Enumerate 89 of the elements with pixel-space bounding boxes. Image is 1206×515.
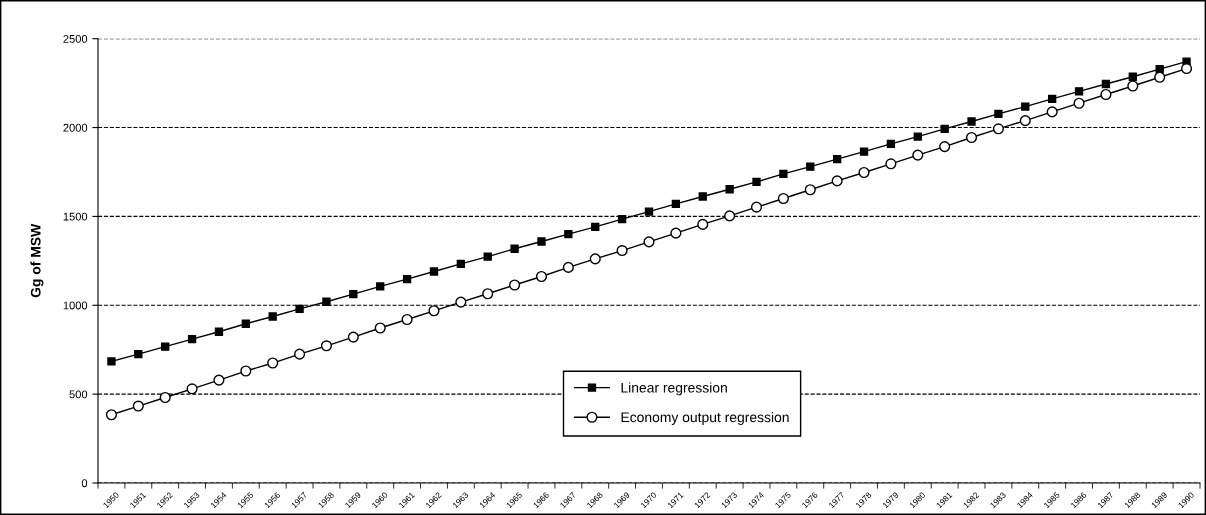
point bbox=[107, 357, 116, 366]
point bbox=[885, 158, 897, 170]
point bbox=[1021, 102, 1030, 111]
point bbox=[643, 236, 655, 248]
point bbox=[295, 304, 304, 314]
point bbox=[698, 192, 707, 201]
point bbox=[240, 365, 252, 377]
y-tick-label: 2000 bbox=[63, 123, 88, 132]
point bbox=[617, 214, 627, 224]
y-tick-label: 1000 bbox=[63, 301, 88, 310]
point bbox=[482, 288, 494, 300]
point bbox=[241, 319, 250, 328]
point bbox=[858, 166, 870, 179]
point bbox=[1154, 71, 1166, 83]
point bbox=[1100, 88, 1112, 101]
point bbox=[159, 391, 171, 404]
point bbox=[992, 123, 1004, 135]
point bbox=[374, 322, 386, 334]
point bbox=[1101, 79, 1111, 89]
point bbox=[214, 327, 224, 336]
y-tick-label: 500 bbox=[69, 390, 88, 399]
point bbox=[886, 139, 896, 149]
point bbox=[402, 274, 412, 284]
point bbox=[806, 162, 815, 171]
point bbox=[670, 227, 682, 239]
point bbox=[589, 253, 601, 265]
point bbox=[725, 185, 734, 194]
point bbox=[912, 149, 924, 161]
legend-label: Economy output regression bbox=[621, 412, 789, 425]
point bbox=[267, 357, 279, 369]
point bbox=[644, 207, 654, 216]
point bbox=[429, 267, 439, 276]
point bbox=[1019, 115, 1031, 127]
point bbox=[939, 141, 951, 153]
point bbox=[1127, 80, 1139, 92]
point bbox=[752, 177, 761, 187]
point bbox=[965, 131, 978, 144]
y-tick-label: 2500 bbox=[63, 34, 88, 43]
point bbox=[509, 279, 521, 291]
point bbox=[349, 289, 358, 299]
point bbox=[376, 282, 385, 291]
point bbox=[134, 349, 143, 359]
point bbox=[777, 192, 789, 205]
point bbox=[1128, 72, 1137, 81]
point bbox=[779, 169, 788, 179]
point bbox=[562, 261, 574, 273]
point bbox=[832, 155, 842, 164]
point bbox=[483, 252, 492, 261]
point bbox=[347, 331, 359, 343]
point bbox=[591, 222, 600, 232]
point bbox=[105, 409, 117, 421]
point bbox=[268, 312, 277, 321]
point bbox=[428, 305, 440, 317]
y-tick-label: 1500 bbox=[63, 212, 88, 221]
point bbox=[187, 334, 197, 344]
point bbox=[455, 296, 467, 308]
point bbox=[1181, 63, 1193, 75]
point bbox=[697, 218, 709, 230]
point bbox=[804, 184, 816, 196]
point bbox=[1046, 106, 1058, 118]
point bbox=[994, 109, 1003, 119]
point bbox=[1074, 87, 1084, 96]
point bbox=[322, 297, 331, 306]
point bbox=[132, 400, 144, 412]
point bbox=[967, 117, 976, 126]
y-axis-title: Gg of MSW bbox=[30, 223, 44, 298]
point bbox=[1073, 97, 1085, 109]
point bbox=[401, 313, 413, 326]
point bbox=[671, 199, 681, 208]
point bbox=[510, 244, 519, 253]
point bbox=[320, 340, 333, 352]
point bbox=[831, 175, 843, 187]
point bbox=[564, 230, 573, 239]
point bbox=[750, 201, 763, 213]
point bbox=[859, 147, 869, 156]
point bbox=[535, 270, 548, 283]
point bbox=[724, 210, 736, 222]
point bbox=[537, 237, 546, 246]
point bbox=[1048, 94, 1057, 104]
point bbox=[456, 259, 466, 269]
legend-label: Linear regression bbox=[621, 382, 727, 396]
point bbox=[913, 132, 922, 141]
point bbox=[294, 348, 306, 360]
point bbox=[940, 124, 949, 133]
point bbox=[213, 374, 225, 386]
point bbox=[186, 383, 198, 395]
point bbox=[161, 342, 170, 351]
y-tick-label: 0 bbox=[81, 479, 88, 488]
point bbox=[616, 244, 628, 257]
